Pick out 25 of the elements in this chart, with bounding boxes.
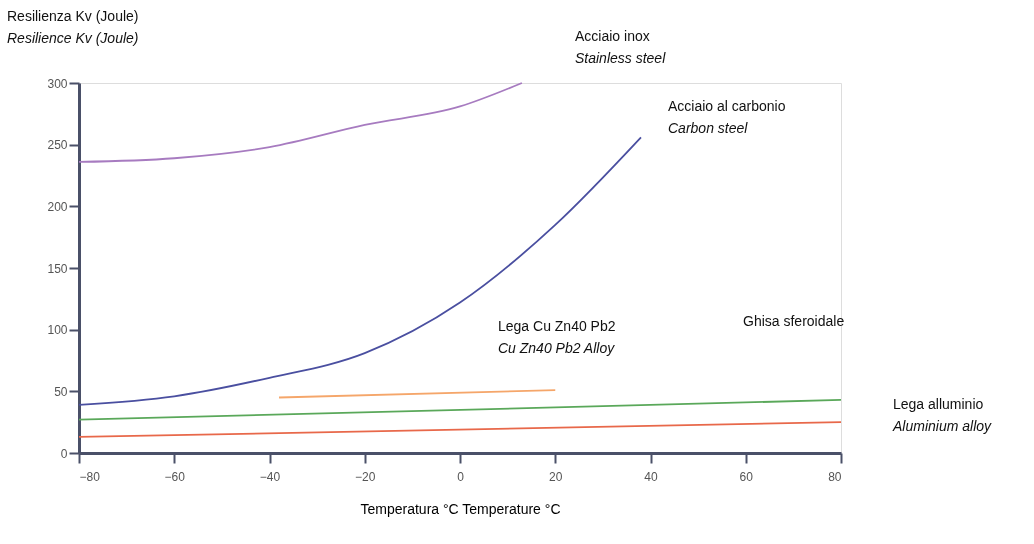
text: Acciaio inox Stainless steel	[575, 28, 667, 66]
x-tick-label: 40	[644, 469, 658, 484]
annotation: Lega Cu Zn40 Pb2 Cu Zn40 Pb2 Alloy	[498, 318, 616, 356]
y-tick-label: 50	[54, 384, 68, 399]
text: Lega alluminio Aluminium alloy	[892, 396, 993, 434]
x-tick-label: −40	[259, 469, 281, 484]
x-tick-label: 20	[549, 469, 563, 484]
y-tick-label: 250	[47, 138, 68, 153]
x-axis-title: Temperatura °C Temperature °C	[360, 500, 561, 517]
line-series	[78, 82, 523, 163]
y-tick-label: 100	[47, 323, 68, 338]
y-axis-title: Resilienza Kv (Joule) Resilience Kv (Joule)	[7, 8, 139, 46]
x-tick-label: 80	[828, 469, 842, 484]
x-tick-label: −80	[79, 469, 101, 484]
y-tick-label: 200	[47, 199, 68, 214]
x-tick-label: 0	[457, 469, 465, 484]
y-tick-label: 150	[47, 261, 68, 276]
x-tick-label: 60	[739, 469, 754, 484]
line-series	[78, 136, 642, 406]
annotation: Acciaio al carbonio Carbon steel	[668, 98, 786, 136]
y-tick-label: 300	[47, 76, 68, 91]
annotation: Ghisa sferoidale	[743, 313, 845, 329]
y-tick-label: 0	[60, 446, 68, 461]
x-tick-label: −60	[164, 469, 186, 484]
x-tick-label: −20	[355, 469, 376, 484]
